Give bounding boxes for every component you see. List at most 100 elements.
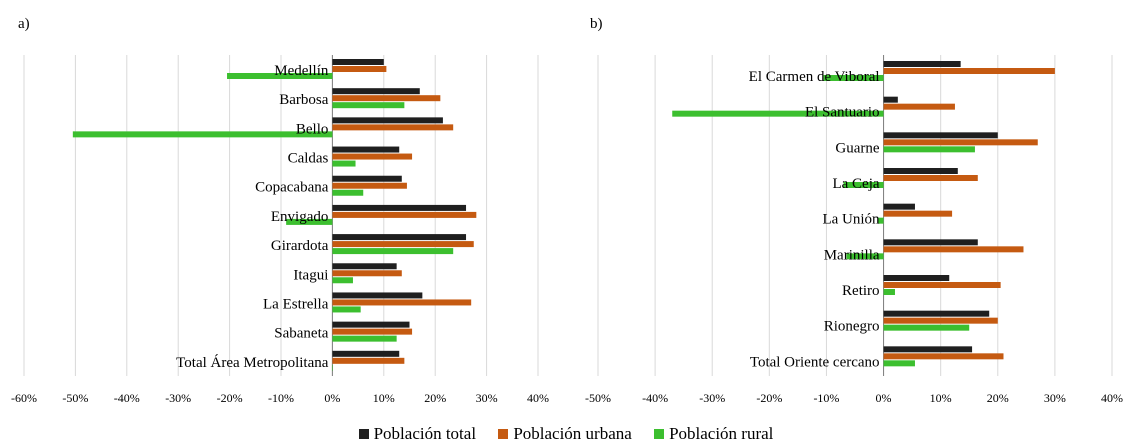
bar-a-urbana-3 <box>332 153 413 160</box>
category-label-a-4: Copacabana <box>255 180 329 196</box>
category-label-a-8: La Estrella <box>263 296 329 312</box>
bar-a-total-3 <box>332 146 400 153</box>
category-label-a-6: Girardota <box>271 238 329 254</box>
x-tick-label-a-3: -30% <box>165 391 191 405</box>
bar-b-urbana-2 <box>883 139 1038 146</box>
bar-a-total-2 <box>332 117 443 124</box>
category-label-a-9: Sabaneta <box>274 326 328 342</box>
x-tick-label-a-2: -40% <box>114 391 140 405</box>
category-label-a-3: Caldas <box>288 151 329 167</box>
bar-a-rural-8 <box>332 306 361 313</box>
x-tick-label-b-3: -20% <box>756 391 782 405</box>
x-tick-label-b-2: -30% <box>699 391 725 405</box>
bar-a-total-7 <box>332 263 397 270</box>
bar-a-rural-3 <box>332 160 356 167</box>
bar-b-rural-8 <box>883 360 915 367</box>
bar-a-urbana-10 <box>332 357 405 364</box>
bar-a-rural-5 <box>286 218 333 225</box>
bar-b-total-7 <box>883 310 990 317</box>
bar-b-urbana-7 <box>883 317 998 324</box>
bar-a-rural-7 <box>332 277 353 284</box>
legend: Población total Población urbana Poblaci… <box>0 424 1132 444</box>
legend-label-rural: Población rural <box>669 424 774 443</box>
category-label-b-5: Marinilla <box>824 247 880 263</box>
bar-a-urbana-0 <box>332 66 387 72</box>
bar-a-total-4 <box>332 175 402 182</box>
x-tick-label-b-0: -50% <box>585 391 611 405</box>
bar-b-total-1 <box>883 96 898 103</box>
bar-a-rural-4 <box>332 189 364 196</box>
bar-b-total-4 <box>883 203 915 210</box>
bar-b-total-6 <box>883 275 950 281</box>
bar-a-total-8 <box>332 292 423 299</box>
bar-a-urbana-5 <box>332 211 477 218</box>
bar-b-total-0 <box>883 61 961 67</box>
x-tick-label-a-9: 30% <box>476 391 498 405</box>
category-label-a-2: Bello <box>296 121 329 137</box>
bar-a-total-5 <box>332 204 467 211</box>
x-tick-label-b-1: -40% <box>642 391 668 405</box>
bar-a-total-0 <box>332 59 384 65</box>
bar-a-rural-9 <box>332 335 397 342</box>
legend-label-total: Población total <box>373 424 477 443</box>
x-tick-label-a-1: -50% <box>62 391 88 405</box>
bar-a-rural-1 <box>332 102 405 109</box>
bar-a-urbana-9 <box>332 328 413 335</box>
bar-b-total-2 <box>883 132 998 139</box>
bar-a-rural-0 <box>227 73 333 79</box>
x-tick-label-a-8: 20% <box>424 391 446 405</box>
bar-a-total-6 <box>332 234 467 241</box>
bar-b-urbana-4 <box>883 210 953 217</box>
bar-b-urbana-5 <box>883 246 1024 253</box>
category-label-b-8: Total Oriente cercano <box>750 354 880 370</box>
bar-b-rural-7 <box>883 324 970 331</box>
category-label-b-1: El Santuario <box>805 105 880 121</box>
bar-b-rural-1 <box>672 110 884 117</box>
bar-a-rural-2 <box>72 131 333 138</box>
bar-b-urbana-1 <box>883 103 955 110</box>
bar-b-total-8 <box>883 346 973 353</box>
x-tick-label-b-6: 10% <box>930 391 952 405</box>
x-tick-label-b-4: -10% <box>813 391 839 405</box>
category-label-b-4: La Unión <box>822 212 880 228</box>
legend-item-rural: Población rural <box>654 424 773 444</box>
bar-a-urbana-8 <box>332 299 472 306</box>
bar-b-rural-6 <box>883 289 895 295</box>
x-tick-label-a-10: 40% <box>527 391 549 405</box>
bar-a-urbana-1 <box>332 95 441 102</box>
bar-b-total-5 <box>883 239 978 246</box>
bar-a-urbana-7 <box>332 270 402 277</box>
x-tick-label-a-7: 10% <box>373 391 395 405</box>
bar-b-rural-2 <box>883 146 975 153</box>
bar-b-total-3 <box>883 168 958 174</box>
bar-b-rural-4 <box>877 217 884 224</box>
bar-b-rural-5 <box>846 253 884 260</box>
category-label-b-3: La Ceja <box>832 176 879 192</box>
bar-b-urbana-6 <box>883 282 1001 288</box>
panel-label-a: a) <box>18 16 30 32</box>
category-label-a-5: Envigado <box>271 209 329 225</box>
bar-a-rural-6 <box>332 248 454 255</box>
legend-item-total: Población total <box>358 424 477 444</box>
bar-a-urbana-6 <box>332 241 474 248</box>
bar-b-urbana-0 <box>883 68 1055 74</box>
category-label-a-10: Total Área Metropolitana <box>176 354 329 371</box>
x-tick-label-b-8: 30% <box>1044 391 1066 405</box>
category-label-b-7: Rionegro <box>824 319 880 335</box>
bar-a-urbana-2 <box>332 124 454 131</box>
bar-b-rural-3 <box>843 182 884 188</box>
x-tick-label-a-5: -10% <box>268 391 294 405</box>
category-label-b-6: Retiro <box>842 283 880 299</box>
legend-swatch-urbana <box>498 429 509 439</box>
bar-a-rural-10 <box>332 364 333 371</box>
category-label-b-0: El Carmen de Viboral <box>749 69 880 85</box>
legend-item-urbana: Población urbana <box>498 424 632 444</box>
category-label-a-0: Medellín <box>274 63 329 79</box>
bar-b-urbana-8 <box>883 353 1004 360</box>
x-tick-label-a-4: -20% <box>217 391 243 405</box>
category-label-b-2: Guarne <box>835 140 879 156</box>
legend-swatch-rural <box>654 429 665 439</box>
bar-a-total-1 <box>332 88 420 95</box>
